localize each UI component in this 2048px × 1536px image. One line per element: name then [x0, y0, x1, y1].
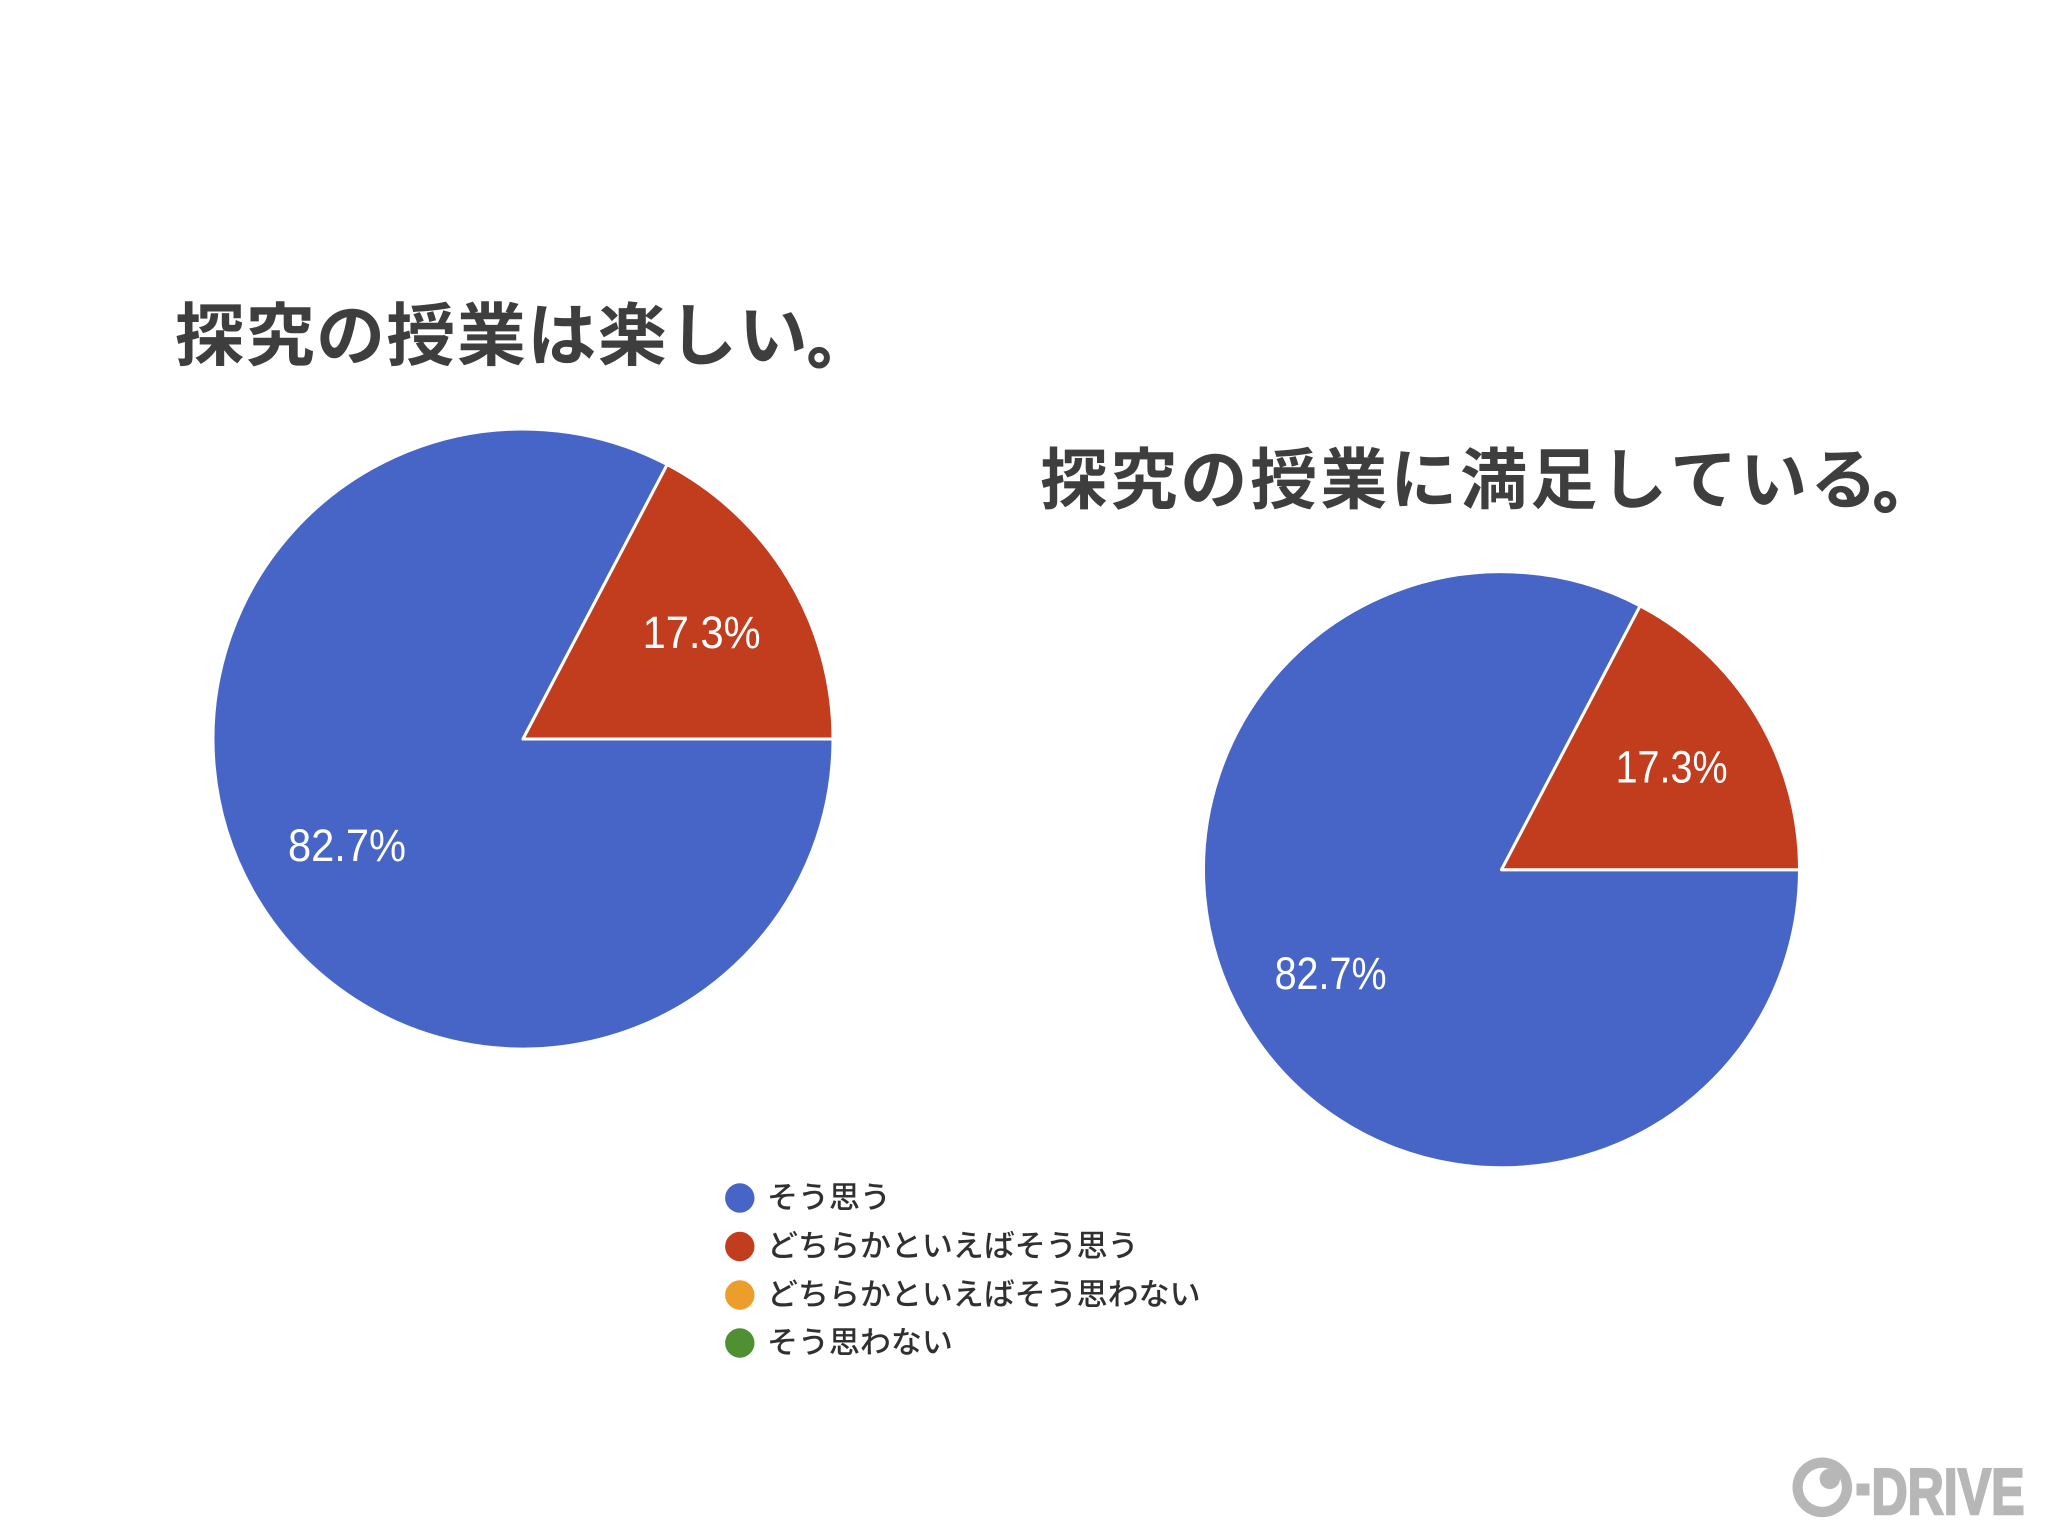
svg-text:17.3%: 17.3% [643, 607, 761, 658]
svg-text:17.3%: 17.3% [1616, 742, 1728, 793]
svg-text:DRIVE: DRIVE [1872, 1455, 2025, 1528]
svg-text:82.7%: 82.7% [288, 820, 406, 871]
svg-text:82.7%: 82.7% [1275, 948, 1387, 999]
